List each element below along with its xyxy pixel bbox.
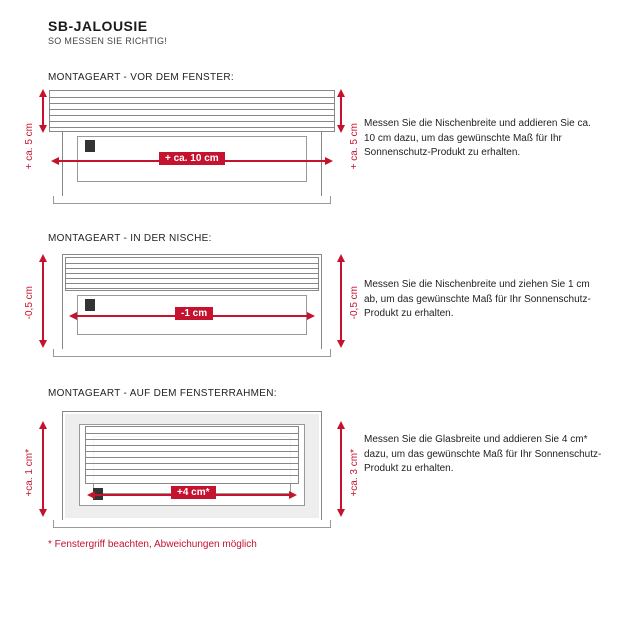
page-subtitle: SO MESSEN SIE RICHTIG! [48,36,618,46]
diagram-auf-dem-fensterrahmen: +ca. 1 cm* +ca. 3 cm* +4 cm* [48,405,336,533]
section-desc: Messen Sie die Glasbreite und addieren S… [364,405,604,477]
section-in-der-nische: MONTAGEART - IN DER NISCHE: -0,5 cm -0,5… [48,233,618,362]
v-label-left: + ca. 5 cm [24,123,35,169]
section-vor-dem-fenster: MONTAGEART - VOR DEM FENSTER: + ca. 5 cm… [48,72,618,207]
section-desc: Messen Sie die Nischenbreite und ziehen … [364,250,604,322]
diagram-in-der-nische: -0,5 cm -0,5 cm -1 cm [48,250,336,362]
h-arrow-label: +4 cm* [171,486,216,499]
footnote: * Fenstergriff beachten, Abweichungen mö… [48,539,618,550]
diagram-vor-dem-fenster: + ca. 5 cm + ca. 5 cm + ca. 10 cm [48,89,336,207]
section-label: MONTAGEART - VOR DEM FENSTER: [48,72,618,83]
v-label-left: +ca. 1 cm* [24,449,35,497]
v-label-right: -0,5 cm [349,286,360,319]
section-desc: Messen Sie die Nischenbreite und addiere… [364,89,604,161]
h-arrow-label: -1 cm [175,307,213,320]
v-label-right: +ca. 3 cm* [349,449,360,497]
section-label: MONTAGEART - AUF DEM FENSTERRAHMEN: [48,388,618,399]
page-title: SB-JALOUSIE [48,18,618,34]
section-auf-dem-fensterrahmen: MONTAGEART - AUF DEM FENSTERRAHMEN: +ca.… [48,388,618,550]
v-label-left: -0,5 cm [24,286,35,319]
section-label: MONTAGEART - IN DER NISCHE: [48,233,618,244]
h-arrow-label: + ca. 10 cm [159,152,225,165]
v-label-right: + ca. 5 cm [349,123,360,169]
